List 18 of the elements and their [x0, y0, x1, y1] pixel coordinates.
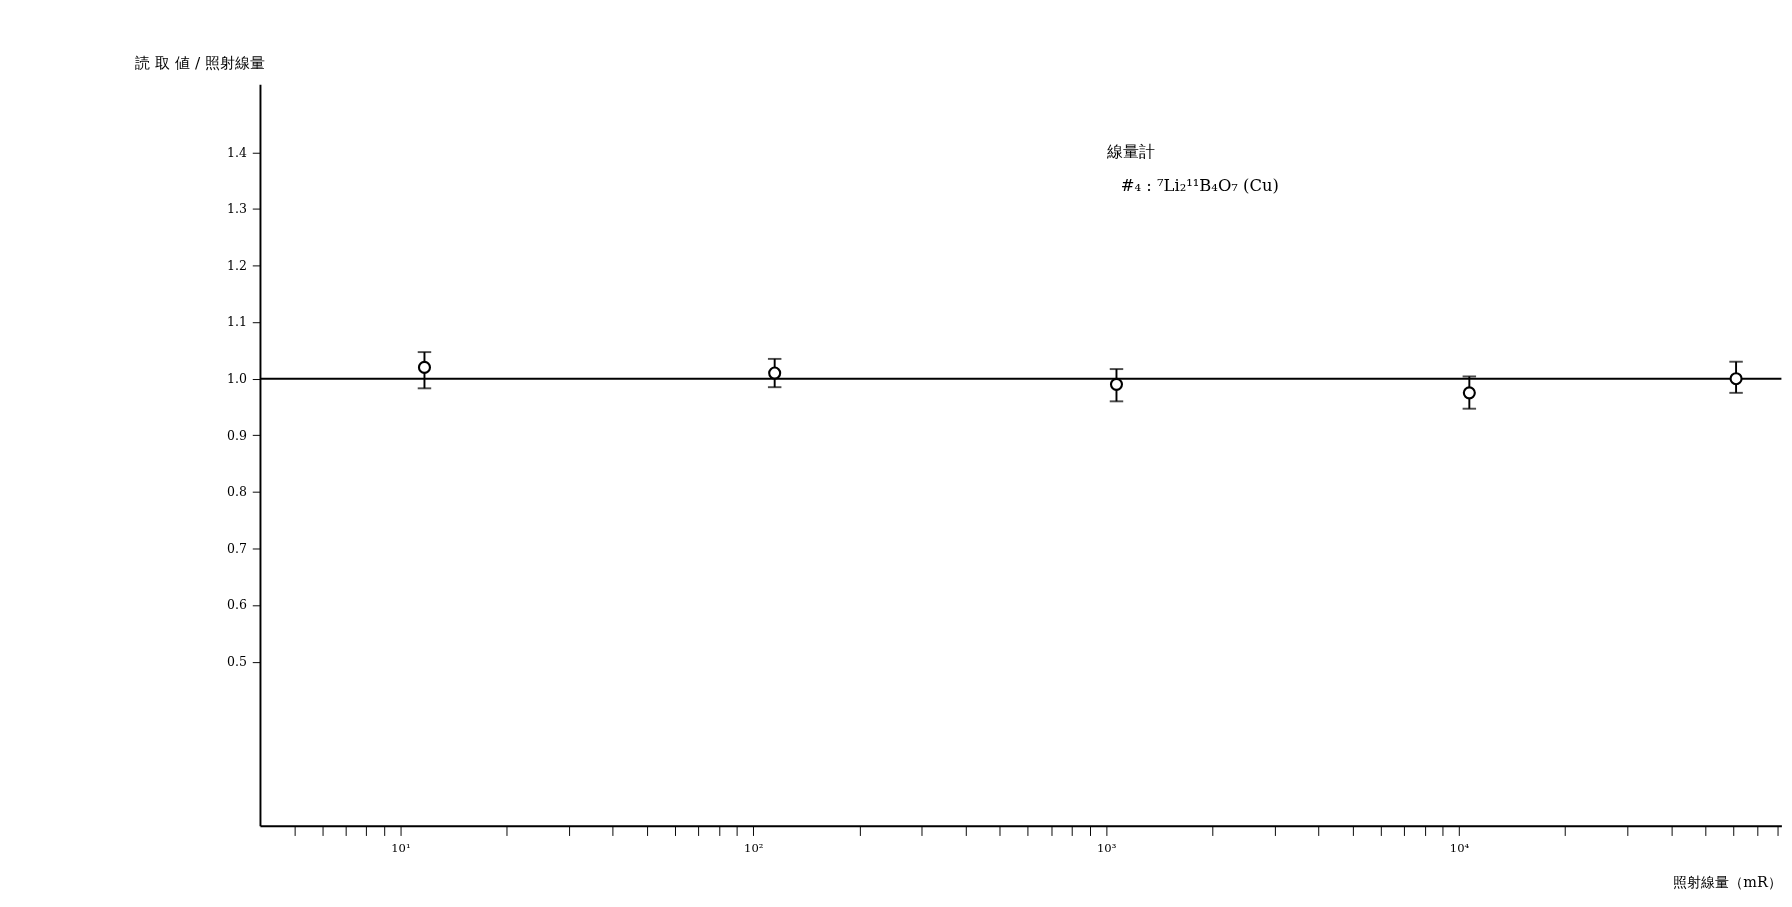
- y-tick-label: 1.4: [227, 144, 248, 160]
- x-axis-title: 照射線量（mR）: [1673, 873, 1782, 890]
- y-tick-label: 1.0: [227, 371, 248, 387]
- y-tick-label: 0.6: [227, 597, 248, 613]
- annotation: #₄ : ⁷Li₂¹¹B₄O₇ (Cu): [1120, 176, 1279, 196]
- y-tick-label: 0.8: [227, 484, 248, 500]
- y-tick-label: 1.3: [227, 201, 248, 217]
- y-axis-title: 読 取 値 / 照射線量: [135, 54, 266, 73]
- x-tick-label: 10¹: [391, 841, 411, 856]
- x-tick-label: 10⁴: [1449, 841, 1470, 856]
- x-tick-label: 10³: [1096, 841, 1117, 856]
- y-tick-label: 0.5: [227, 654, 247, 670]
- x-tick-label: 10²: [744, 841, 764, 856]
- y-tick-label: 0.9: [227, 427, 248, 443]
- annotation: 線量計: [1106, 141, 1156, 161]
- y-tick-label: 1.1: [227, 314, 247, 330]
- y-tick-label: 1.2: [227, 257, 247, 273]
- y-tick-label: 0.7: [227, 540, 248, 556]
